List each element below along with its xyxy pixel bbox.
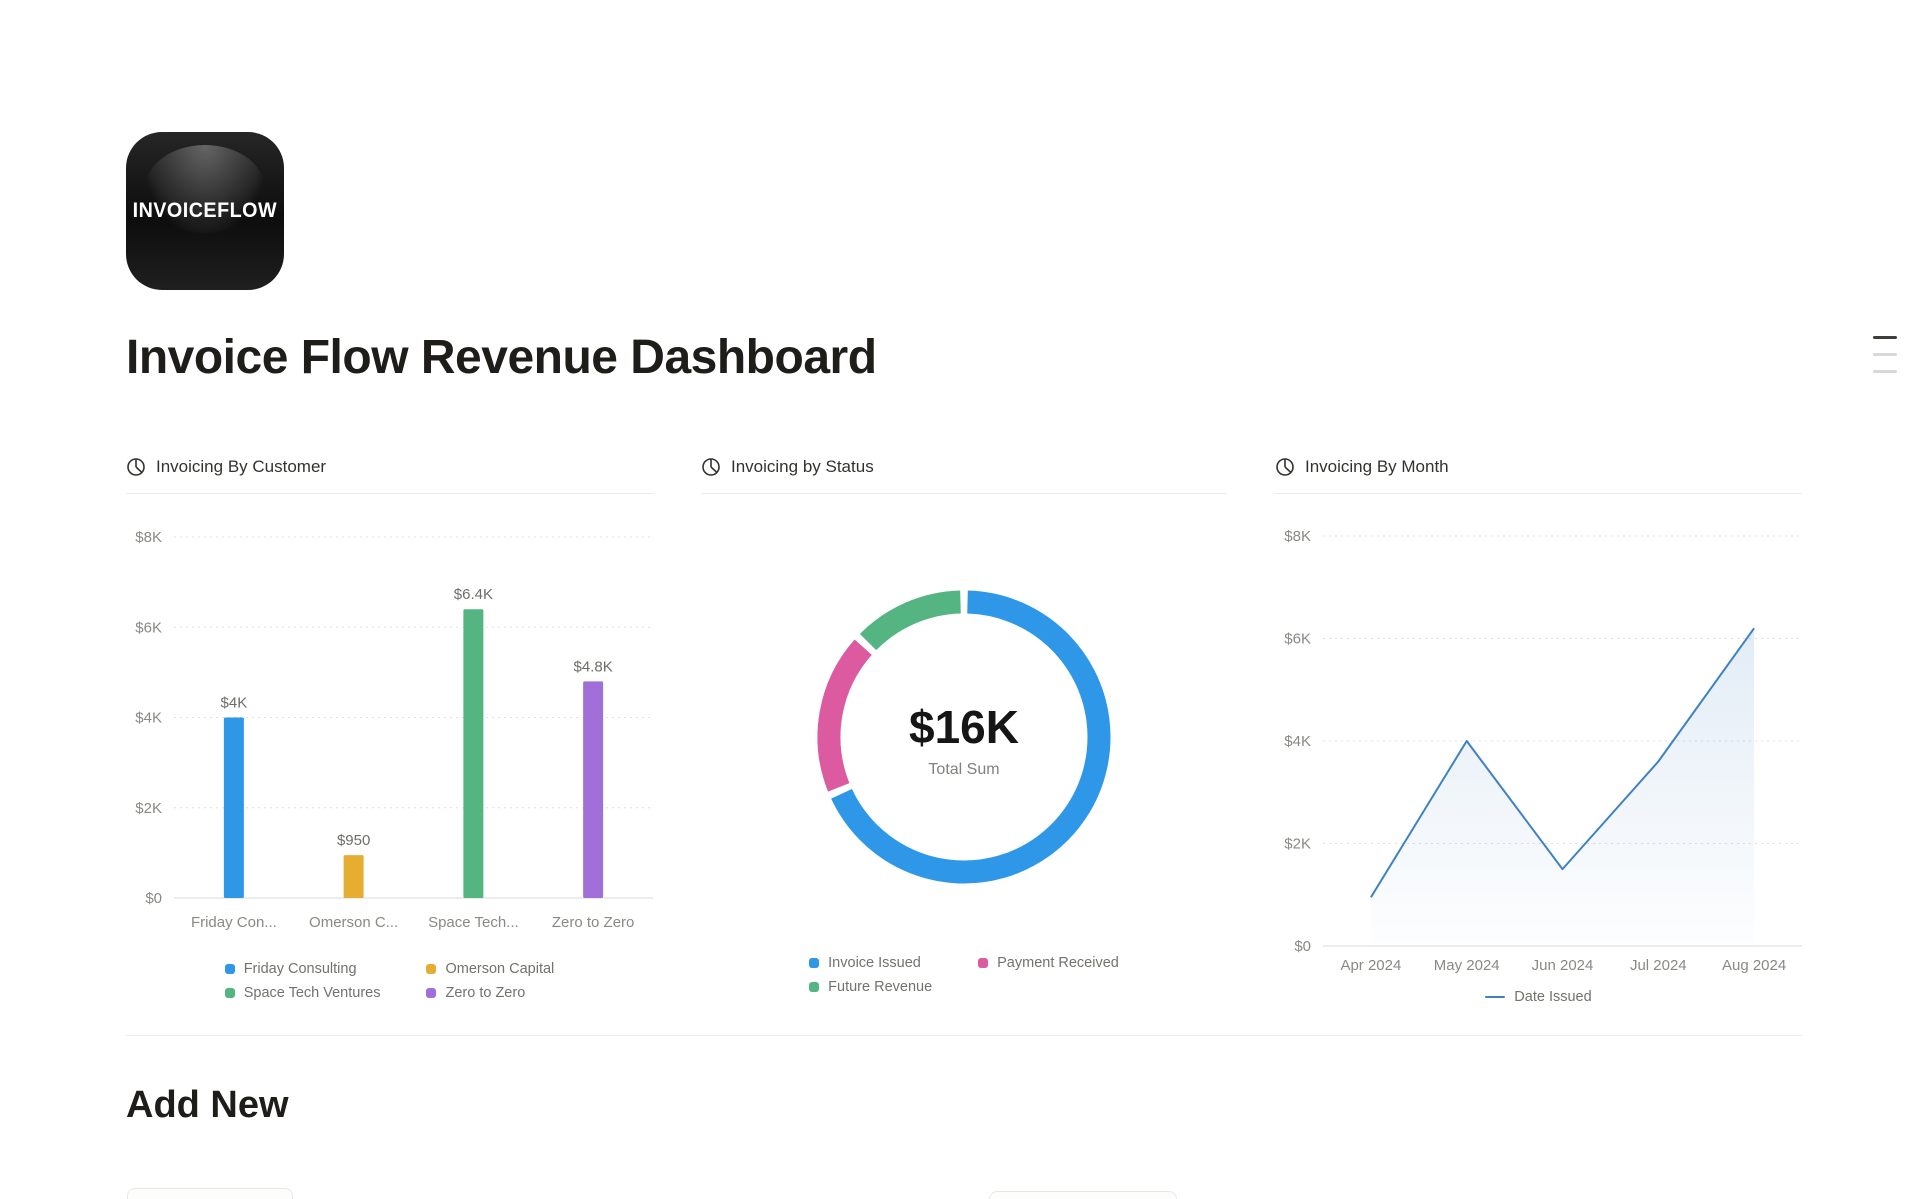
pie-chart-icon — [702, 458, 720, 476]
chart-invoicing-by-month: Invoicing By Month $0 $2K $4K $6K $8K Apr 202… — [1275, 457, 1802, 1005]
y-tick-label: $8K — [135, 529, 162, 546]
donut-chart[interactable] — [809, 582, 1119, 897]
chart-header: Invoicing By Customer — [126, 457, 653, 494]
x-tick-label: Jun 2024 — [1532, 957, 1594, 974]
x-tick-label: Zero to Zero — [552, 914, 635, 931]
y-tick-label: $2K — [1284, 836, 1311, 853]
x-tick-label: Jul 2024 — [1630, 957, 1687, 974]
chart-invoicing-by-status: Invoicing by Status $16K Total Sum Invoi… — [701, 457, 1227, 1005]
legend-swatch — [809, 982, 820, 992]
charts-row: Invoicing By Customer $0 $2K $4K $6K $8K $4K F… — [126, 457, 1802, 1005]
chart-header: Invoicing By Month — [1275, 457, 1802, 494]
bar — [463, 609, 484, 898]
page-icon-label: INVOICEFLOW — [132, 199, 278, 222]
table-of-contents-icon[interactable] — [1873, 336, 1897, 373]
legend-swatch — [224, 988, 235, 998]
donut-chart-legend: Invoice Issued Payment Received Future Rev… — [701, 955, 1227, 995]
legend-item: Space Tech Ventures — [224, 985, 381, 1001]
legend-swatch — [426, 964, 437, 974]
x-tick-label: Omerson C... — [309, 914, 398, 931]
bar — [223, 717, 244, 898]
legend-item: Friday Consulting — [224, 961, 381, 977]
pie-chart-icon — [1276, 458, 1294, 476]
pie-chart-icon — [127, 458, 145, 476]
add-new-heading: Add New — [126, 1084, 289, 1126]
y-tick-label: $4K — [1284, 733, 1311, 750]
legend-item: Future Revenue — [809, 979, 932, 995]
y-tick-label: $0 — [145, 890, 162, 907]
bar-value-label: $4K — [221, 695, 248, 712]
legend-swatch — [1485, 995, 1506, 999]
x-tick-label: Friday Con... — [191, 914, 277, 931]
chart-header: Invoicing by Status — [701, 457, 1227, 494]
legend-item: Invoice Issued — [809, 955, 932, 971]
legend-label: Omerson Capital — [445, 961, 555, 977]
x-tick-label: May 2024 — [1434, 957, 1500, 974]
section-divider — [126, 1035, 1802, 1036]
y-tick-label: $4K — [135, 710, 162, 727]
line-area-fill — [1370, 628, 1755, 946]
line-chart[interactable]: $0 $2K $4K $6K $8K Apr 2024 May 2024 Jun 2024 Ju… — [1275, 512, 1802, 987]
legend-item: Omerson Capital — [426, 961, 554, 977]
legend-label: Future Revenue — [828, 979, 933, 995]
y-tick-label: $0 — [1294, 938, 1311, 955]
new-item-card[interactable] — [989, 1191, 1177, 1199]
x-tick-label: Aug 2024 — [1722, 957, 1786, 974]
y-tick-label: $2K — [135, 800, 162, 817]
legend-label: Date Issued — [1514, 989, 1592, 1005]
legend-label: Payment Received — [997, 955, 1119, 971]
legend-swatch — [809, 958, 820, 968]
bar — [343, 855, 364, 898]
bar-chart[interactable]: $0 $2K $4K $6K $8K $4K Friday Con... $950 Omerso… — [126, 512, 653, 947]
donut-segment — [817, 639, 872, 792]
y-tick-label: $6K — [1284, 631, 1311, 648]
bar — [583, 681, 604, 898]
x-tick-label: Apr 2024 — [1340, 957, 1401, 974]
bar-value-label: $6.4K — [454, 586, 493, 603]
line-series — [1370, 627, 1755, 898]
bar-chart-legend: Friday Consulting Omerson Capital Space Te… — [126, 961, 653, 1001]
legend-item: Date Issued — [1485, 989, 1592, 1005]
page-icon[interactable]: INVOICEFLOW — [126, 132, 284, 290]
page-title: Invoice Flow Revenue Dashboard — [126, 331, 877, 384]
donut-segment — [859, 590, 962, 651]
legend-swatch — [426, 988, 437, 998]
y-tick-label: $8K — [1284, 528, 1311, 545]
line-chart-legend: Date Issued — [1275, 989, 1802, 1005]
bar-value-label: $4.8K — [574, 658, 613, 675]
legend-swatch — [224, 964, 235, 974]
legend-label: Friday Consulting — [243, 961, 357, 977]
chart-invoicing-by-customer: Invoicing By Customer $0 $2K $4K $6K $8K $4K F… — [126, 457, 653, 1005]
new-item-card[interactable] — [127, 1188, 293, 1199]
x-tick-label: Space Tech... — [428, 914, 519, 931]
legend-item: Payment Received — [978, 955, 1119, 971]
y-tick-label: $6K — [135, 619, 162, 636]
chart-title: Invoicing By Month — [1305, 457, 1449, 476]
legend-label: Zero to Zero — [445, 985, 526, 1001]
chart-title: Invoicing By Customer — [156, 457, 327, 476]
chart-title: Invoicing by Status — [731, 457, 874, 476]
bar-value-label: $950 — [337, 832, 370, 849]
legend-item: Zero to Zero — [426, 985, 554, 1001]
donut-segment — [831, 590, 1111, 884]
legend-label: Space Tech Ventures — [243, 985, 381, 1001]
legend-swatch — [978, 958, 989, 968]
legend-label: Invoice Issued — [828, 955, 921, 971]
